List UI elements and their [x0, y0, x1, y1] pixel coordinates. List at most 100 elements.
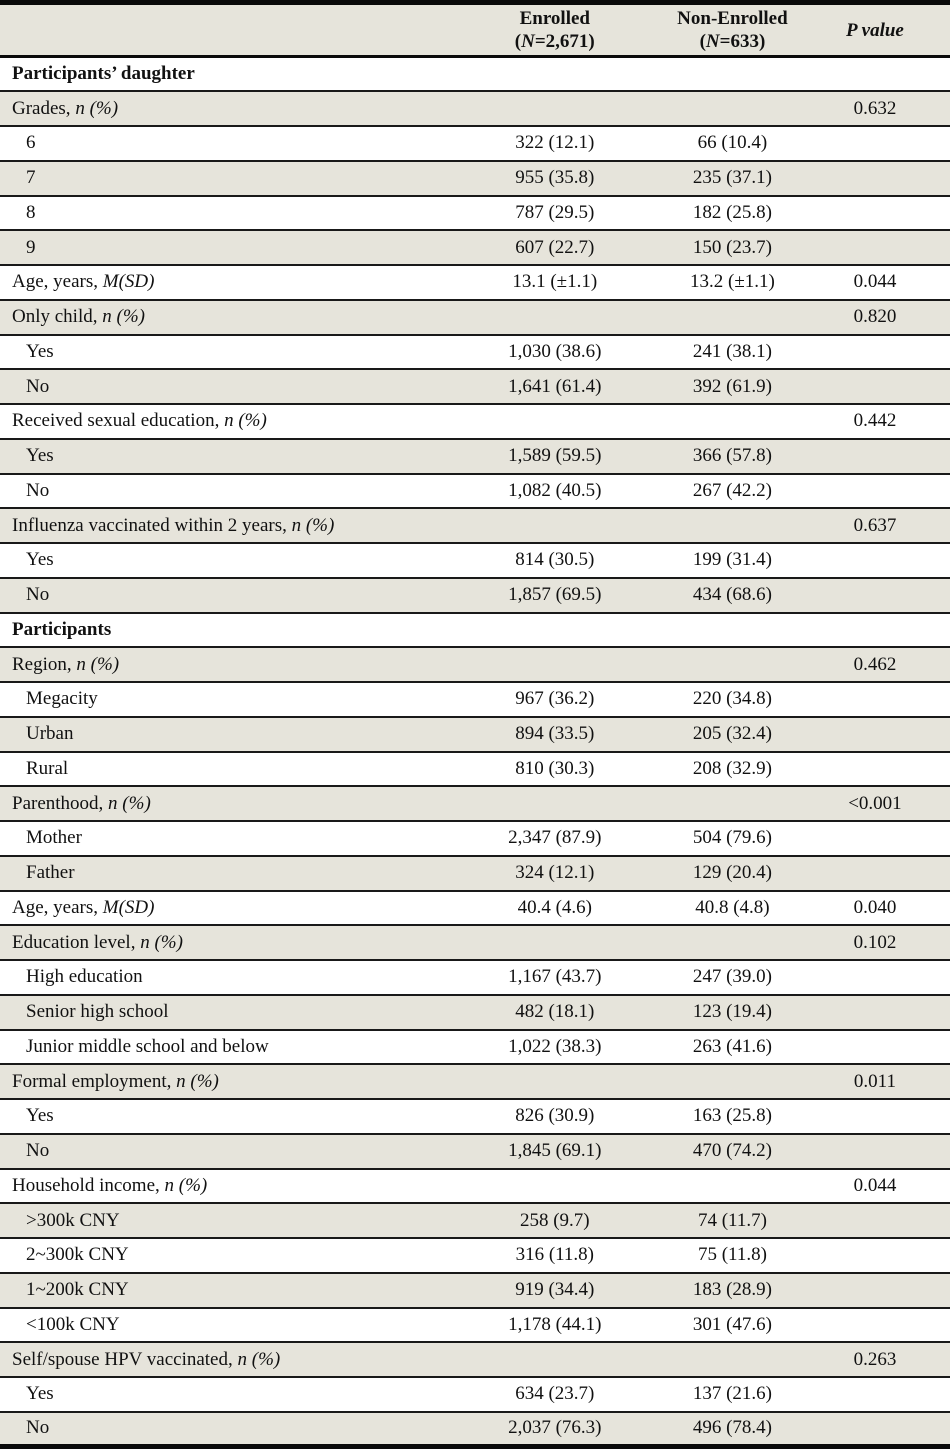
row-label: Urban	[0, 716, 445, 752]
p-value	[800, 960, 950, 995]
enrolled-value	[444, 299, 665, 335]
table-row: Mother 2,347 (87.9) 504 (79.6)	[0, 821, 950, 856]
non-enrolled-value	[664, 508, 800, 543]
enrolled-value: 316 (11.8)	[515, 1244, 595, 1266]
row-label-text: Education level,	[12, 931, 136, 953]
table-row: Yes 826 (30.9) 163 (25.8)	[0, 1099, 950, 1134]
row-label: Yes	[0, 438, 445, 474]
row-label: Megacity	[0, 682, 445, 717]
table-row: <100k CNY 1,178 (44.1) 301 (47.6)	[0, 1307, 950, 1343]
enrolled-value	[444, 91, 665, 126]
enrolled-value: 634 (23.7)	[515, 1383, 595, 1405]
table-row: No 1,641 (61.4) 392 (61.9)	[0, 369, 950, 404]
row-label-suffix: n (%)	[219, 410, 267, 432]
non-enrolled-title: Non-Enrolled	[677, 8, 788, 29]
p-value: 0.040	[853, 896, 897, 918]
non-enrolled-value	[664, 91, 800, 126]
row-label: Yes	[0, 335, 445, 370]
row-label: No	[0, 1133, 445, 1169]
row-label-text: No	[26, 584, 50, 606]
non-enrolled-count: (N=633)	[699, 31, 766, 52]
non-enrolled-value: 267 (42.2)	[692, 479, 772, 501]
row-label-suffix: n (%)	[71, 653, 120, 675]
row-label-suffix: n (%)	[171, 1070, 219, 1092]
row-label: Yes	[0, 1099, 445, 1134]
column-header-p-value: P value	[799, 2, 950, 57]
row-label-suffix: n (%)	[70, 97, 119, 119]
row-label-text: Senior high school	[26, 1001, 169, 1023]
p-value: <0.001	[799, 786, 950, 821]
row-label-text: Yes	[26, 1105, 54, 1127]
non-enrolled-value: 13.2 (±1.1)	[690, 271, 775, 293]
non-enrolled-value: 74 (11.7)	[664, 1203, 800, 1238]
table-row: Age, years, M(SD) 40.4 (4.6) 40.8 (4.8) …	[0, 890, 950, 926]
non-enrolled-value: 208 (32.9)	[692, 757, 772, 779]
p-value	[800, 1238, 950, 1273]
row-label-text: Rural	[26, 757, 69, 779]
p-value	[799, 369, 950, 404]
row-label-text: Parenthood,	[12, 792, 104, 814]
row-label-suffix: M(SD)	[98, 896, 155, 918]
p-value	[800, 1377, 950, 1412]
table-row: Urban 894 (33.5) 205 (32.4)	[0, 716, 950, 752]
enrolled-value	[445, 57, 665, 92]
row-label-text: <100k CNY	[26, 1313, 120, 1335]
non-enrolled-value: 75 (11.8)	[697, 1244, 767, 1266]
row-label: Yes	[0, 543, 445, 578]
enrolled-value: 1,641 (61.4)	[444, 369, 665, 404]
non-enrolled-value: 40.8 (4.8)	[695, 896, 770, 918]
table-row: High education 1,167 (43.7) 247 (39.0)	[0, 960, 950, 995]
row-label-text: Father	[26, 862, 75, 884]
table-row: Influenza vaccinated within 2 years, n (…	[0, 508, 950, 543]
row-label: Received sexual education, n (%)	[0, 404, 445, 439]
non-enrolled-value	[664, 1064, 800, 1099]
row-label-suffix: n (%)	[97, 306, 145, 328]
non-enrolled-value: 241 (38.1)	[692, 340, 772, 362]
row-label: Father	[0, 855, 445, 891]
row-label: Only child, n (%)	[0, 299, 445, 335]
p-value: 0.011	[799, 1064, 950, 1099]
row-label-text: 9	[26, 236, 36, 258]
row-label-text: Yes	[26, 340, 54, 362]
non-enrolled-value: 235 (37.1)	[664, 160, 800, 196]
enrolled-value: 1,167 (43.7)	[508, 966, 602, 988]
table-row: Father 324 (12.1) 129 (20.4)	[0, 855, 950, 891]
row-label: 2~300k CNY	[0, 1238, 445, 1273]
table-row: 9 607 (22.7) 150 (23.7)	[0, 230, 950, 265]
row-label: >300k CNY	[0, 1203, 445, 1238]
non-enrolled-value: 434 (68.6)	[664, 577, 800, 613]
table-row: Formal employment, n (%) 0.011	[0, 1064, 950, 1099]
row-label-text: Age, years,	[12, 896, 98, 918]
row-label-text: Participants’ daughter	[12, 63, 195, 85]
non-enrolled-value: 163 (25.8)	[692, 1105, 772, 1127]
enrolled-value: 1,589 (59.5)	[444, 438, 665, 474]
p-value: 0.044	[853, 271, 897, 293]
row-label-text: Urban	[26, 723, 74, 745]
row-label-text: 7	[26, 167, 36, 189]
table-row: 7 955 (35.8) 235 (37.1)	[0, 160, 950, 196]
table-row: 1~200k CNY 919 (34.4) 183 (28.9)	[0, 1272, 950, 1308]
table-row: Household income, n (%) 0.044	[0, 1168, 950, 1204]
table-row: Grades, n (%) 0.632	[0, 91, 950, 126]
row-label: High education	[0, 960, 445, 995]
p-value	[800, 752, 950, 787]
non-enrolled-value: 137 (21.6)	[692, 1383, 772, 1405]
p-value	[799, 577, 950, 613]
row-label-suffix: n (%)	[232, 1348, 281, 1370]
enrolled-value: 955 (35.8)	[444, 160, 665, 196]
p-value	[799, 716, 950, 752]
row-label-text: Yes	[26, 549, 54, 571]
enrolled-value	[444, 1064, 665, 1099]
row-label-text: Received sexual education,	[12, 410, 220, 432]
row-label: Senior high school	[0, 994, 445, 1030]
row-label: No	[0, 369, 445, 404]
non-enrolled-value: 504 (79.6)	[692, 827, 772, 849]
row-label: Grades, n (%)	[0, 91, 445, 126]
non-enrolled-value	[664, 786, 800, 821]
non-enrolled-value: 247 (39.0)	[692, 966, 772, 988]
non-enrolled-value: 199 (31.4)	[692, 549, 772, 571]
enrolled-value	[445, 404, 665, 439]
p-value	[800, 1099, 950, 1134]
table-row: No 1,845 (69.1) 470 (74.2)	[0, 1133, 950, 1169]
enrolled-count: (N=2,671)	[514, 31, 595, 52]
